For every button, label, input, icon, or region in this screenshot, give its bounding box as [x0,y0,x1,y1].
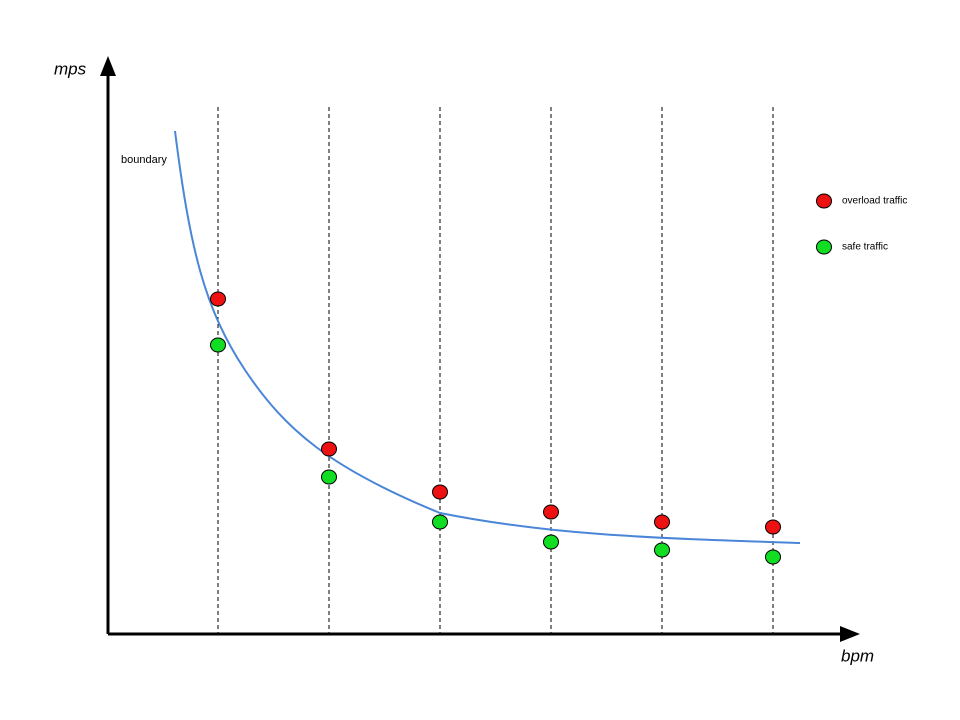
overload-point [210,291,226,307]
safe-points [210,337,781,565]
x-axis-label: bpm [841,646,874,665]
safe-point [321,469,337,485]
overload-points [210,291,781,535]
overload-point [543,504,559,520]
safe-point [432,514,448,530]
legend-label: overload traffic [842,196,907,207]
legend-swatch [816,239,832,255]
guide-lines [217,107,774,634]
legend-label: safe traffic [842,242,888,253]
safe-point [654,542,670,558]
overload-point [432,484,448,500]
y-axis-arrow [100,56,116,76]
safe-point [543,534,559,550]
y-axis-label: mps [54,59,87,78]
x-axis-arrow [840,626,860,642]
overload-point [321,441,337,457]
safe-point [765,549,781,565]
legend: overload traffic safe traffic [816,193,907,255]
boundary-curve [174,130,801,544]
overload-point [765,519,781,535]
curve-label: boundary [121,154,167,166]
overload-point [654,514,670,530]
legend-swatch [816,193,832,209]
safe-point [210,337,226,353]
